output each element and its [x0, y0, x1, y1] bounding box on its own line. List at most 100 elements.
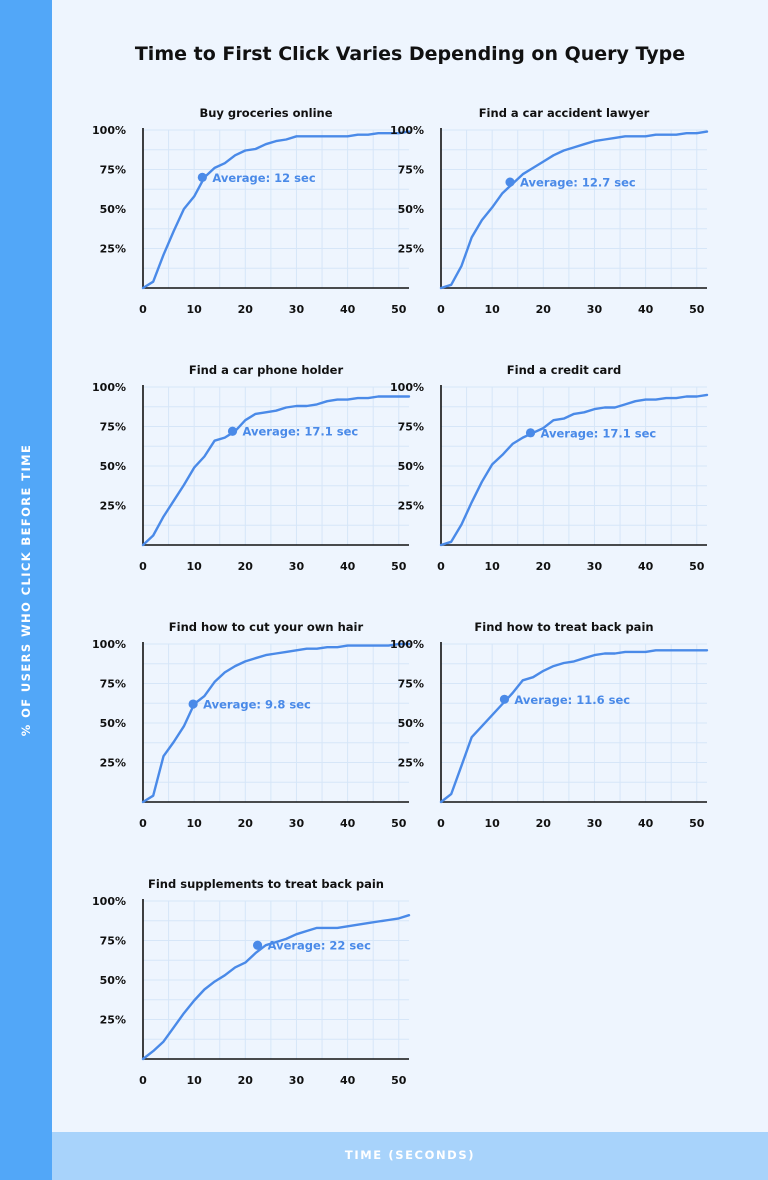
x-tick-label: 40 — [340, 817, 356, 830]
x-axis-band: TIME (SECONDS) — [52, 1132, 768, 1180]
average-point — [188, 699, 198, 709]
x-tick-label: 50 — [689, 817, 705, 830]
average-label: Average: 17.1 sec — [243, 425, 359, 439]
x-tick-label: 50 — [391, 1074, 407, 1087]
x-tick-label: 30 — [289, 303, 305, 316]
series-line — [141, 130, 411, 290]
y-tick-label: 75% — [398, 164, 424, 177]
x-tick-label: 10 — [186, 1074, 202, 1087]
average-point — [505, 177, 515, 187]
chart-title: Find how to cut your own hair — [169, 620, 364, 634]
y-tick-label: 25% — [100, 757, 126, 770]
y-tick-label: 50% — [398, 717, 424, 730]
series-line — [141, 395, 411, 547]
x-tick-label: 30 — [289, 817, 305, 830]
x-tick-label: 0 — [139, 303, 147, 316]
x-tick-label: 10 — [186, 560, 202, 573]
x-tick-label: 50 — [391, 560, 407, 573]
x-tick-label: 50 — [689, 303, 705, 316]
x-tick-label: 10 — [484, 303, 500, 316]
y-tick-label: 25% — [100, 1014, 126, 1027]
x-tick-label: 50 — [391, 303, 407, 316]
average-point — [227, 426, 238, 436]
x-tick-label: 0 — [437, 303, 445, 316]
y-tick-label: 100% — [390, 124, 424, 137]
average-label: Average: 11.6 sec — [514, 693, 630, 707]
chart-panel-5: Find how to cut your own hair 25% 50% 75% 10… — [92, 620, 411, 830]
x-tick-label: 20 — [536, 560, 552, 573]
x-tick-label: 10 — [484, 560, 500, 573]
chart-panel-1: Buy groceries online 25% 50% 75% 100% 0 10 20 30… — [92, 106, 411, 316]
x-tick-label: 20 — [536, 817, 552, 830]
x-tick-label: 50 — [391, 817, 407, 830]
y-tick-label: 100% — [92, 124, 126, 137]
x-tick-label: 40 — [340, 303, 356, 316]
y-tick-label: 50% — [100, 203, 126, 216]
y-tick-label: 25% — [100, 500, 126, 513]
x-tick-label: 20 — [238, 817, 254, 830]
series-line — [141, 914, 411, 1061]
x-tick-label: 30 — [289, 1074, 305, 1087]
y-tick-label: 75% — [100, 421, 126, 434]
x-tick-label: 20 — [238, 1074, 254, 1087]
chart-title: Find a car accident lawyer — [479, 106, 650, 120]
x-axis-title: TIME (SECONDS) — [344, 1148, 476, 1162]
average-point — [525, 428, 536, 438]
y-tick-label: 100% — [390, 381, 424, 394]
y-tick-label: 100% — [92, 638, 126, 651]
y-axis-band: % OF USERS WHO CLICK BEFORE TIME — [0, 0, 52, 1180]
x-tick-label: 20 — [536, 303, 552, 316]
x-tick-label: 40 — [638, 817, 654, 830]
chart-title: Find how to treat back pain — [474, 620, 653, 634]
average-label: Average: 12.7 sec — [520, 176, 636, 190]
average-label: Average: 12 sec — [212, 171, 316, 185]
x-tick-label: 30 — [587, 560, 603, 573]
y-tick-label: 50% — [100, 974, 126, 987]
x-tick-label: 30 — [587, 303, 603, 316]
y-tick-label: 75% — [100, 678, 126, 691]
y-tick-label: 25% — [100, 243, 126, 256]
x-tick-label: 20 — [238, 560, 254, 573]
y-tick-label: 75% — [398, 678, 424, 691]
y-tick-label: 50% — [398, 203, 424, 216]
chart-panel-2: Find a car accident lawyer 25% 50% 75% 100% 0… — [390, 106, 709, 316]
y-tick-label: 75% — [100, 164, 126, 177]
y-tick-label: 100% — [92, 895, 126, 908]
x-tick-label: 10 — [484, 817, 500, 830]
series-line — [439, 649, 709, 804]
x-tick-label: 0 — [437, 560, 445, 573]
x-tick-label: 0 — [437, 817, 445, 830]
series-line — [439, 130, 709, 290]
y-tick-label: 50% — [398, 460, 424, 473]
average-point — [197, 172, 207, 182]
average-label: Average: 17.1 sec — [541, 426, 657, 440]
x-tick-label: 50 — [689, 560, 705, 573]
chart-title: Find supplements to treat back pain — [148, 877, 384, 891]
chart-title: Buy groceries online — [199, 106, 332, 120]
y-tick-label: 50% — [100, 717, 126, 730]
average-label: Average: 9.8 sec — [203, 698, 311, 712]
y-tick-label: 25% — [398, 243, 424, 256]
x-tick-label: 10 — [186, 303, 202, 316]
x-tick-label: 40 — [340, 1074, 356, 1087]
y-tick-label: 100% — [390, 638, 424, 651]
x-tick-label: 40 — [638, 303, 654, 316]
chart-panel-3: Find a car phone holder 25% 50% 75% 100% 0 10 2… — [92, 363, 411, 573]
series-line — [439, 393, 709, 547]
series-line — [141, 642, 411, 804]
chart-panel-6: Find how to treat back pain 25% 50% 75% 100%… — [390, 620, 709, 830]
x-tick-label: 40 — [638, 560, 654, 573]
y-tick-label: 25% — [398, 500, 424, 513]
small-multiples-chart: Buy groceries online 25% 50% 75% 100% 0 10 20 30… — [92, 106, 709, 1087]
average-point — [499, 694, 510, 704]
y-tick-label: 100% — [92, 381, 126, 394]
y-tick-label: 75% — [398, 421, 424, 434]
y-tick-label: 75% — [100, 935, 126, 948]
y-tick-label: 50% — [100, 460, 126, 473]
page-title: Time to First Click Varies Depending on … — [134, 43, 686, 65]
x-tick-label: 0 — [139, 1074, 147, 1087]
chart-title: Find a credit card — [507, 363, 621, 377]
chart-title: Find a car phone holder — [189, 363, 344, 377]
x-tick-label: 20 — [238, 303, 254, 316]
average-point — [252, 940, 263, 950]
